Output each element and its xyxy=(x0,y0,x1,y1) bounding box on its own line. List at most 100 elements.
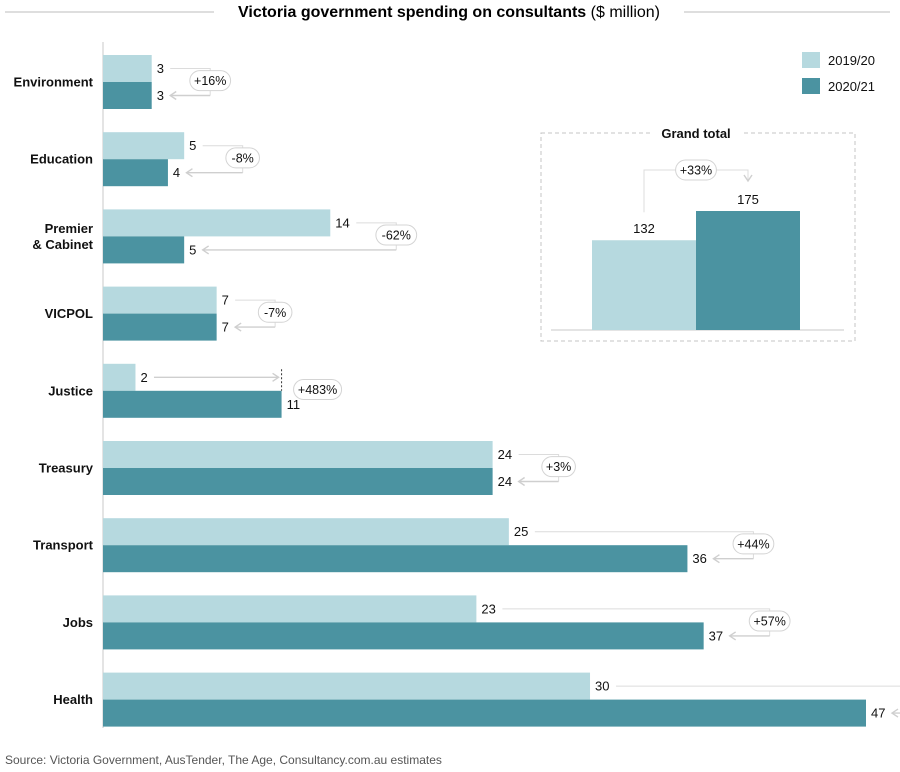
category-label-line: Transport xyxy=(33,538,94,553)
change-pill-premier-cabinet xyxy=(375,224,418,246)
grand-total-inset: Grand total 132 175 +33% xyxy=(540,123,856,342)
bar-2020-21-environment xyxy=(103,82,152,109)
value-label-2019-20-justice: 2 xyxy=(140,370,147,385)
value-label-2020-21-transport: 36 xyxy=(692,551,706,566)
change-label-environment: +16% xyxy=(194,74,226,88)
change-arrowhead-environment xyxy=(168,90,177,101)
change-arrowhead-transport xyxy=(712,554,720,564)
change-label-jobs: +57% xyxy=(753,615,785,629)
category-label-vicpol: VICPOL xyxy=(45,306,93,321)
category-label-health: Health xyxy=(53,692,93,707)
change-label-transport: +44% xyxy=(737,537,769,551)
category-label-line: Justice xyxy=(48,383,93,398)
bar-2019-20-justice xyxy=(103,363,136,391)
inset-value-2020-21: 175 xyxy=(737,192,759,207)
source-note: Source: Victoria Government, AusTender, … xyxy=(5,753,442,767)
bar-2020-21-justice xyxy=(103,390,282,418)
change-arrowhead-health xyxy=(890,708,899,718)
bar-2020-21-transport xyxy=(103,545,688,573)
change-pill-treasury xyxy=(541,456,576,478)
value-label-2019-20-jobs: 23 xyxy=(481,601,495,616)
bar-2019-20-education xyxy=(103,132,185,160)
legend-swatch-2019-20 xyxy=(802,52,820,68)
bar-2019-20-health xyxy=(103,672,591,700)
value-label-2019-20-health: 30 xyxy=(595,679,609,694)
category-label-treasury: Treasury xyxy=(39,461,94,476)
change-pill-vicpol xyxy=(257,301,293,323)
change-connector-health xyxy=(616,685,900,687)
category-label-line: Premier xyxy=(45,221,93,236)
change-label-treasury: +3% xyxy=(546,460,571,474)
category-label-environment: Environment xyxy=(14,75,94,90)
inset-bar-2020-21 xyxy=(696,211,800,330)
chart-title-unit: ($ million) xyxy=(586,4,660,21)
change-arrowhead-justice xyxy=(272,372,280,382)
value-label-2019-20-vicpol: 7 xyxy=(222,293,229,308)
category-label-transport: Transport xyxy=(33,538,94,553)
category-label-line: Treasury xyxy=(39,461,94,476)
bar-2019-20-transport xyxy=(103,518,509,546)
change-arrowhead-education xyxy=(185,168,193,178)
value-label-2020-21-vicpol: 7 xyxy=(222,320,229,335)
bar-2019-20-premier-cabinet xyxy=(103,209,331,237)
bar-2020-21-treasury xyxy=(103,468,493,495)
change-arrowhead-vicpol xyxy=(233,322,242,332)
inset-change-label: +33% xyxy=(680,164,712,178)
value-label-2020-21-education: 4 xyxy=(173,165,180,180)
legend-label-2020-21: 2020/21 xyxy=(828,79,875,94)
value-label-2019-20-transport: 25 xyxy=(514,524,528,539)
bar-2019-20-jobs xyxy=(103,595,477,623)
category-label-line: Education xyxy=(30,152,93,167)
bar-2019-20-treasury xyxy=(103,441,493,468)
category-label-line: Environment xyxy=(14,75,94,90)
category-label-line: & Cabinet xyxy=(32,237,93,252)
legend-label-2019-20: 2019/20 xyxy=(828,53,875,68)
legend-swatch-2020-21 xyxy=(802,78,820,94)
chart-title-main: Victoria government spending on consulta… xyxy=(238,4,586,21)
change-pill-jobs xyxy=(748,610,791,632)
bar-2020-21-education xyxy=(103,159,168,187)
change-pill-environment xyxy=(189,70,232,92)
value-label-2019-20-education: 5 xyxy=(189,138,196,153)
inset-title-backdrop xyxy=(651,123,741,143)
legend: 2019/20 2020/21 xyxy=(802,52,875,94)
change-pill-transport xyxy=(732,533,775,555)
category-label-education: Education xyxy=(30,152,93,167)
value-label-2020-21-health: 47 xyxy=(871,706,885,721)
value-label-2020-21-premier-cabinet: 5 xyxy=(189,242,196,257)
inset-title: Grand total xyxy=(661,126,730,141)
value-label-2020-21-environment: 3 xyxy=(157,88,164,103)
value-label-2019-20-environment: 3 xyxy=(157,61,164,76)
value-label-2020-21-treasury: 24 xyxy=(498,474,512,489)
change-label-justice: +483% xyxy=(298,383,337,397)
bar-2020-21-jobs xyxy=(103,622,704,650)
category-label-jobs: Jobs xyxy=(63,615,93,630)
category-label-line: VICPOL xyxy=(45,306,93,321)
value-label-2019-20-treasury: 24 xyxy=(498,447,512,462)
category-label-line: Jobs xyxy=(63,615,93,630)
value-label-2020-21-justice: 11 xyxy=(287,397,301,412)
category-label-premier-cabinet: Premier & Cabinet xyxy=(32,221,93,252)
value-label-2019-20-premier-cabinet: 14 xyxy=(335,215,349,230)
inset-change-pill xyxy=(675,159,717,181)
inset-change-arrowhead xyxy=(743,174,753,183)
value-label-2020-21-jobs: 37 xyxy=(709,628,723,643)
change-label-premier-cabinet: -62% xyxy=(382,229,411,243)
change-arrowhead-premier-cabinet xyxy=(201,245,210,255)
category-label-justice: Justice xyxy=(48,383,93,398)
inset-value-2019-20: 132 xyxy=(633,221,655,236)
change-pill-justice xyxy=(293,378,343,400)
change-arrowhead-treasury xyxy=(517,476,526,487)
change-pill-education xyxy=(225,147,260,169)
chart-title: Victoria government spending on consulta… xyxy=(238,4,660,21)
bar-2020-21-vicpol xyxy=(103,313,217,341)
change-arrowhead-jobs xyxy=(728,631,737,641)
bar-2019-20-environment xyxy=(103,55,152,82)
bar-2020-21-premier-cabinet xyxy=(103,236,185,264)
bar-2019-20-vicpol xyxy=(103,286,217,314)
inset-bar-2019-20 xyxy=(592,240,696,330)
change-label-education: -8% xyxy=(232,151,254,165)
bar-2020-21-health xyxy=(103,699,866,727)
